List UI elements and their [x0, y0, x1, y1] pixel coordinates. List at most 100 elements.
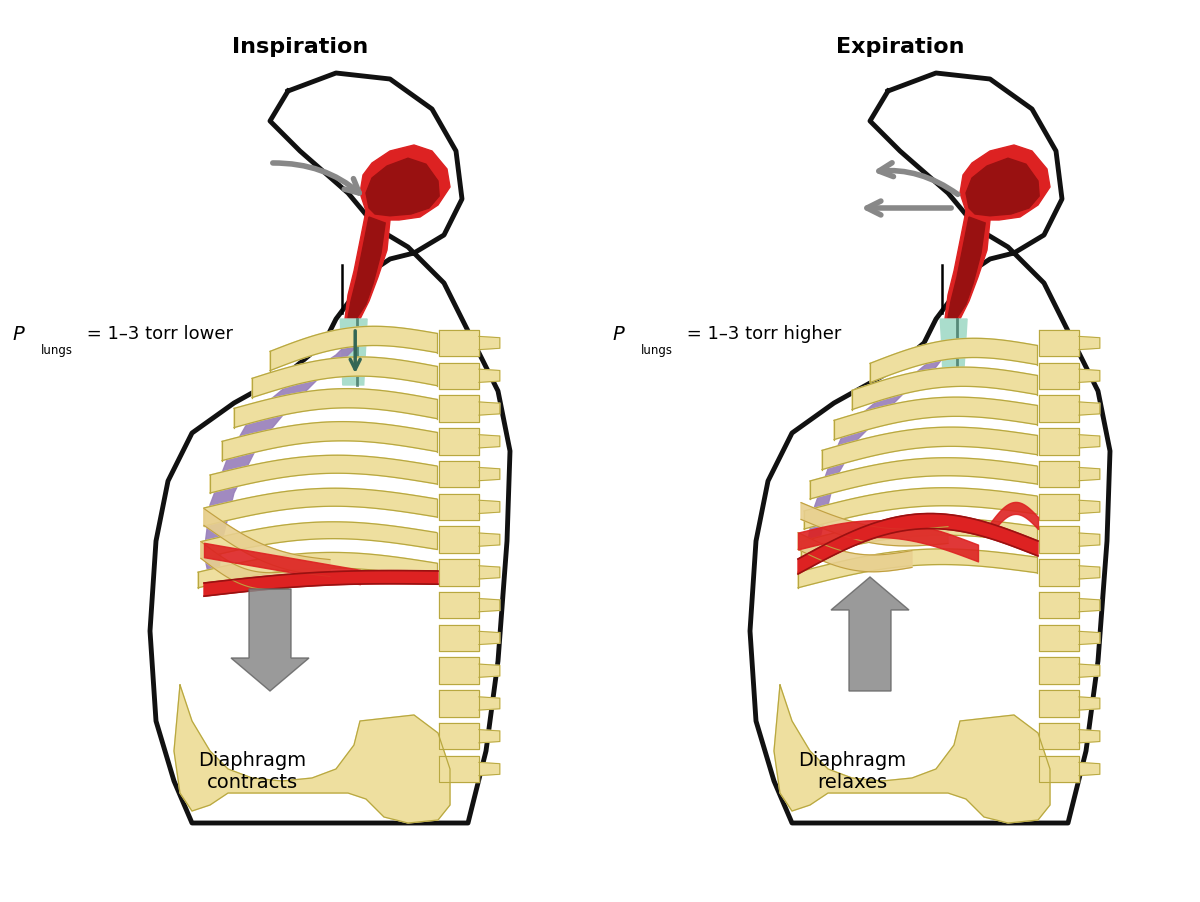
Polygon shape — [941, 319, 967, 373]
Polygon shape — [479, 599, 500, 612]
Polygon shape — [204, 571, 438, 596]
Polygon shape — [1079, 762, 1099, 776]
Polygon shape — [204, 342, 354, 583]
Polygon shape — [341, 319, 367, 385]
Polygon shape — [808, 349, 946, 571]
Polygon shape — [202, 541, 288, 589]
Polygon shape — [1079, 631, 1099, 645]
Polygon shape — [1039, 527, 1079, 553]
Title: Inspiration: Inspiration — [232, 37, 368, 57]
Polygon shape — [1079, 501, 1099, 513]
Polygon shape — [479, 402, 500, 415]
Polygon shape — [210, 456, 437, 493]
Polygon shape — [204, 509, 330, 576]
Polygon shape — [348, 217, 385, 318]
Text: lungs: lungs — [41, 345, 73, 357]
Polygon shape — [774, 685, 1050, 823]
Polygon shape — [439, 428, 479, 455]
Text: = 1–3 torr lower: = 1–3 torr lower — [80, 325, 233, 343]
Text: = 1–3 torr higher: = 1–3 torr higher — [682, 325, 841, 343]
Title: Expiration: Expiration — [835, 37, 965, 57]
Polygon shape — [479, 467, 500, 481]
Polygon shape — [1079, 599, 1099, 612]
Polygon shape — [1039, 428, 1079, 455]
Polygon shape — [439, 723, 479, 750]
Polygon shape — [1079, 402, 1099, 415]
Polygon shape — [1079, 467, 1099, 481]
Polygon shape — [1079, 336, 1099, 350]
Polygon shape — [439, 363, 479, 389]
Polygon shape — [802, 502, 948, 546]
Polygon shape — [852, 367, 1037, 410]
FancyArrow shape — [230, 589, 310, 691]
Polygon shape — [802, 519, 1037, 558]
Polygon shape — [1039, 658, 1079, 684]
Polygon shape — [204, 488, 437, 526]
Polygon shape — [1039, 756, 1079, 782]
Polygon shape — [439, 395, 479, 422]
Polygon shape — [479, 369, 500, 382]
Polygon shape — [479, 435, 500, 448]
Polygon shape — [1039, 723, 1079, 750]
Polygon shape — [750, 73, 1110, 823]
Polygon shape — [804, 488, 1037, 529]
Polygon shape — [439, 690, 479, 717]
Polygon shape — [439, 330, 479, 356]
Polygon shape — [966, 158, 1039, 216]
Polygon shape — [870, 338, 1037, 382]
Polygon shape — [270, 327, 437, 371]
Text: $\it{P}$: $\it{P}$ — [612, 325, 625, 344]
Polygon shape — [439, 756, 479, 782]
FancyArrow shape — [830, 577, 910, 691]
Polygon shape — [1079, 435, 1099, 448]
Polygon shape — [174, 685, 450, 823]
Polygon shape — [439, 527, 479, 553]
Polygon shape — [798, 532, 912, 572]
Text: $\it{P}$: $\it{P}$ — [12, 325, 25, 344]
Polygon shape — [252, 357, 437, 398]
Polygon shape — [479, 762, 500, 776]
Polygon shape — [439, 625, 479, 651]
Polygon shape — [222, 421, 437, 461]
Polygon shape — [1079, 369, 1099, 382]
Polygon shape — [366, 158, 439, 216]
Polygon shape — [1039, 330, 1079, 356]
Polygon shape — [1039, 625, 1079, 651]
Polygon shape — [479, 566, 500, 579]
Polygon shape — [1039, 493, 1079, 520]
Polygon shape — [1079, 697, 1099, 710]
Polygon shape — [439, 592, 479, 619]
Polygon shape — [1039, 690, 1079, 717]
Polygon shape — [439, 658, 479, 684]
Polygon shape — [479, 533, 500, 547]
Polygon shape — [798, 513, 1038, 574]
Polygon shape — [1079, 566, 1099, 579]
Text: Diaphragm
contracts: Diaphragm contracts — [198, 751, 306, 792]
Polygon shape — [1079, 730, 1099, 743]
Polygon shape — [1039, 395, 1079, 422]
Polygon shape — [1039, 461, 1079, 487]
Polygon shape — [198, 552, 437, 588]
Text: lungs: lungs — [641, 345, 673, 357]
Polygon shape — [202, 522, 437, 558]
Polygon shape — [479, 501, 500, 513]
Polygon shape — [479, 336, 500, 350]
Polygon shape — [1039, 363, 1079, 389]
Polygon shape — [360, 145, 450, 220]
Polygon shape — [822, 428, 1037, 470]
Polygon shape — [1039, 592, 1079, 619]
Polygon shape — [810, 457, 1037, 499]
Polygon shape — [234, 389, 437, 428]
Polygon shape — [479, 697, 500, 710]
Polygon shape — [960, 145, 1050, 220]
Polygon shape — [1039, 559, 1079, 585]
Polygon shape — [439, 461, 479, 487]
Polygon shape — [798, 549, 1037, 588]
Polygon shape — [948, 217, 985, 318]
Polygon shape — [479, 730, 500, 743]
Polygon shape — [439, 493, 479, 520]
Polygon shape — [346, 211, 390, 319]
Polygon shape — [439, 559, 479, 585]
Polygon shape — [834, 397, 1037, 439]
Polygon shape — [946, 211, 990, 319]
